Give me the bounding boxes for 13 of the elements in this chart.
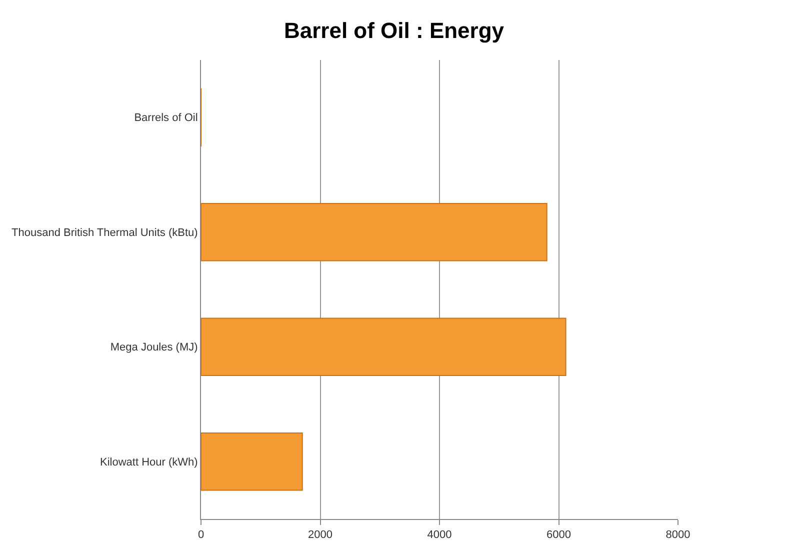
bar bbox=[201, 202, 548, 262]
chart-title: Barrel of Oil : Energy bbox=[284, 18, 505, 43]
x-tick-label: 6000 bbox=[546, 529, 571, 542]
y-tick-label: Mega Joules (MJ) bbox=[110, 342, 198, 354]
y-tick-label: Thousand British Thermal Units (kBtu) bbox=[12, 226, 198, 239]
bar bbox=[201, 318, 566, 376]
x-tick-label: 4000 bbox=[427, 529, 452, 542]
x-tick-label: 2000 bbox=[308, 529, 332, 542]
y-tick-label: Kilowatt Hour (kWh) bbox=[100, 456, 198, 468]
x-tick-label: 8000 bbox=[666, 529, 690, 542]
x-tick-label: 0 bbox=[198, 529, 204, 542]
y-tick-label: Barrels of Oil bbox=[134, 112, 198, 124]
bar bbox=[201, 432, 303, 491]
